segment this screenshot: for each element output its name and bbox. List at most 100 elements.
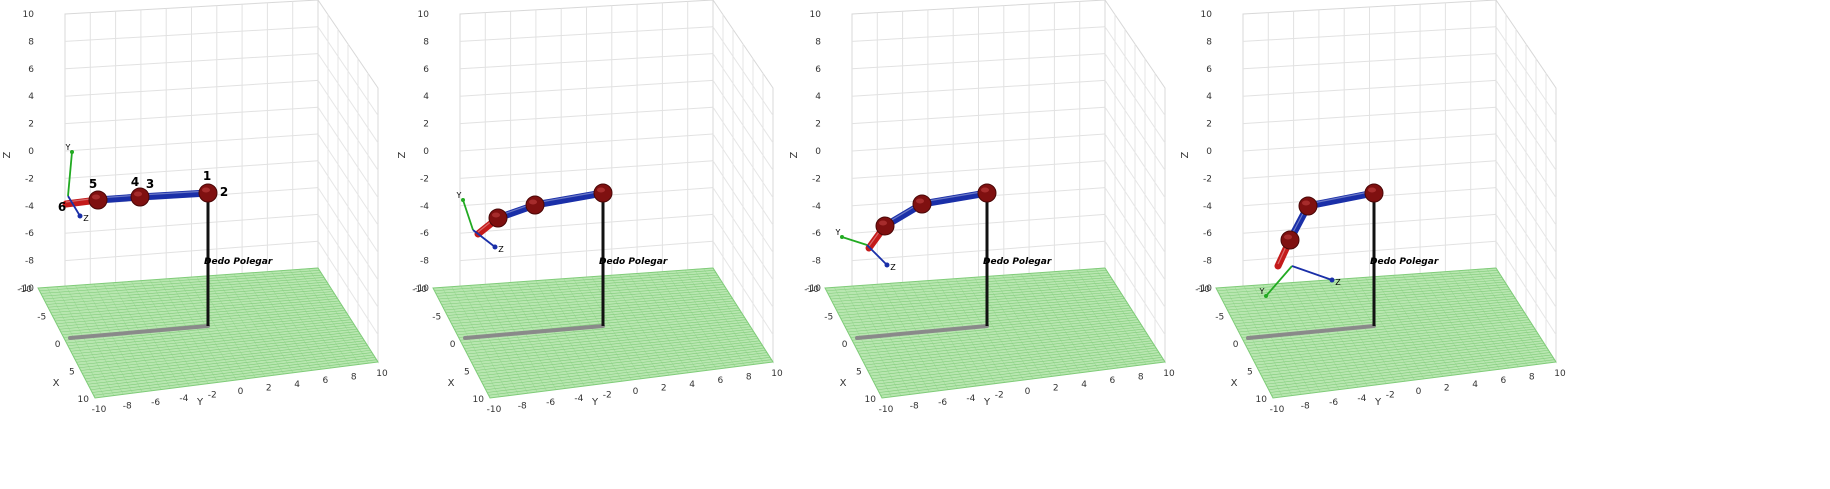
- y-tick-label: 2: [266, 383, 272, 393]
- floor-gridline: [591, 276, 651, 378]
- z-tick-label: -8: [812, 257, 821, 267]
- floor-gridline: [1458, 270, 1519, 367]
- y-tick-label: 0: [1416, 387, 1422, 397]
- floor-gridline: [554, 279, 613, 383]
- z-tick-label: -10: [19, 284, 34, 294]
- floor-gridline: [1048, 271, 1109, 370]
- z-axis-label: Z: [397, 151, 408, 158]
- z-axis-label: Z: [789, 151, 800, 158]
- y-tick-label: 10: [376, 369, 388, 379]
- floor-gridline: [1234, 286, 1293, 396]
- floor-gridline: [890, 283, 949, 390]
- wall-gridline: [1242, 53, 1497, 70]
- floor-gridline: [84, 284, 143, 393]
- y-tick-label: 4: [1081, 380, 1087, 390]
- floor-gridline: [843, 286, 902, 396]
- side-gridline: [1104, 187, 1166, 281]
- joint-highlight: [492, 212, 500, 218]
- z-tick-label: 10: [810, 10, 822, 20]
- joint-cylinder: [977, 183, 997, 203]
- y-tick-label: -8: [910, 401, 919, 411]
- side-gridline: [1104, 240, 1166, 335]
- floor-gridline: [647, 272, 708, 371]
- y-tick-label: 0: [238, 387, 244, 397]
- wall-gridline: [64, 160, 319, 179]
- y-tick-label: 4: [1472, 380, 1478, 390]
- x-tick-label: 5: [69, 368, 75, 378]
- floor-gridline: [498, 283, 557, 390]
- floor-gridline: [159, 279, 218, 383]
- joint-highlight: [134, 191, 142, 197]
- wall-gridline: [851, 213, 1106, 234]
- y-tick-label: -2: [603, 391, 612, 401]
- floor-gridline: [1095, 268, 1156, 364]
- finger-link: [1304, 189, 1378, 210]
- floor-gridline: [1467, 269, 1528, 366]
- side-gridline: [1104, 214, 1166, 308]
- floor-gridline: [1355, 277, 1415, 381]
- frame-z-label: Z: [890, 263, 896, 272]
- floor-gridline: [1058, 271, 1119, 369]
- wall-gridline: [64, 133, 319, 152]
- frame-y-arrow: [1265, 265, 1293, 297]
- x-tick-label: 10: [78, 395, 90, 405]
- floor-gridline: [56, 286, 115, 396]
- wall-gridline: [459, 160, 714, 179]
- floor-gridline: [638, 273, 698, 372]
- floor-gridline: [675, 270, 736, 367]
- wall-gridline: [459, 133, 714, 152]
- frame-z-label: Z: [1335, 278, 1341, 287]
- wall-gridline: [851, 53, 1106, 70]
- wall-gridline: [1242, 26, 1497, 42]
- z-tick-label: 0: [423, 147, 429, 157]
- floor-gridline: [992, 275, 1052, 377]
- joint-highlight: [1302, 200, 1310, 206]
- floor-gridline: [1067, 270, 1128, 367]
- x-tick-label: 5: [464, 368, 470, 378]
- y-tick-label: 4: [294, 380, 300, 390]
- side-gridline: [712, 160, 774, 253]
- y-tick-label: 0: [633, 387, 639, 397]
- x-axis-label: X: [53, 378, 60, 389]
- floor-gridline: [656, 271, 717, 370]
- y-tick-label: 4: [689, 380, 695, 390]
- frame-y-arrowhead: [70, 150, 74, 154]
- z-tick-label: -2: [25, 174, 34, 184]
- x-tick-label: -10: [17, 285, 32, 295]
- side-gridline: [317, 80, 379, 171]
- wall-gridline: [459, 106, 714, 125]
- floor-gridline: [1030, 273, 1090, 372]
- side-gridline: [1104, 106, 1166, 198]
- floor-gridline: [470, 285, 528, 394]
- z-tick-label: 2: [423, 120, 429, 130]
- floor-gridline: [1299, 281, 1359, 388]
- joint-highlight: [202, 187, 210, 193]
- side-gridline: [1495, 106, 1557, 198]
- z-tick-label: 6: [1206, 65, 1212, 75]
- wall-gridline: [459, 240, 714, 262]
- x-tick-label: 5: [856, 368, 862, 378]
- side-gridline: [712, 53, 774, 144]
- side-gridline: [317, 53, 379, 144]
- wall-gridline: [64, 26, 319, 42]
- floor-gridline: [1020, 273, 1081, 373]
- frame-y-arrow: [462, 199, 474, 231]
- side-gridline: [1104, 53, 1166, 144]
- z-tick-label: -6: [812, 229, 821, 239]
- side-gridline: [1104, 26, 1166, 116]
- floor-gridline: [196, 276, 256, 378]
- wall-gridline: [64, 213, 319, 234]
- floor-gridline: [1374, 276, 1434, 378]
- x-tick-label: -10: [804, 285, 819, 295]
- side-gridline: [712, 80, 774, 171]
- y-tick-label: 8: [746, 373, 752, 383]
- z-tick-label: 10: [418, 10, 430, 20]
- z-tick-label: 8: [28, 37, 34, 47]
- z-tick-label: 4: [815, 92, 821, 102]
- floor-gridline: [1327, 279, 1387, 384]
- y-axis-label: Y: [983, 397, 991, 408]
- arm-shadow: [1246, 324, 1376, 340]
- floor-gridline: [271, 271, 332, 369]
- wall-gridline: [1242, 106, 1497, 125]
- z-tick-label: 0: [815, 147, 821, 157]
